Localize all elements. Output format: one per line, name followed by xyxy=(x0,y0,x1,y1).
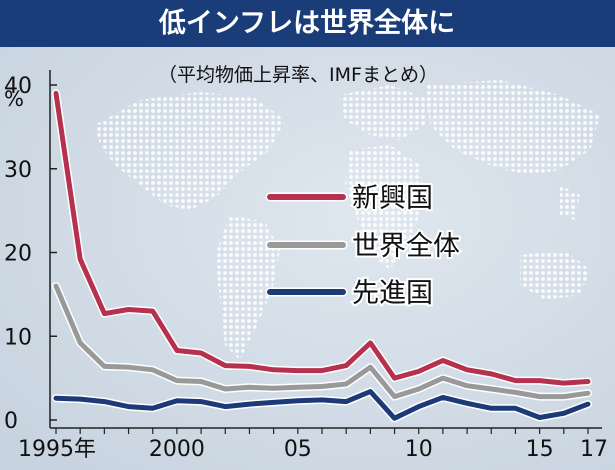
x-tick-label: 10 xyxy=(405,437,433,462)
series-line xyxy=(53,283,591,400)
series-line xyxy=(53,389,591,421)
world-map-decoration xyxy=(95,80,600,360)
legend-label: 先進国 xyxy=(352,278,433,309)
y-unit-label: % xyxy=(4,87,24,111)
x-tick-label: 05 xyxy=(284,437,312,462)
legend-label: 世界全体 xyxy=(352,231,460,262)
chart-subtitle: （平均物価上昇率、IMFまとめ） xyxy=(158,64,438,86)
title-bar xyxy=(0,0,615,47)
series-line xyxy=(53,90,591,386)
y-tick-label: 10 xyxy=(4,325,32,350)
series-lines xyxy=(52,89,592,423)
x-tick-label: 1995年 xyxy=(18,437,96,462)
y-tick-label: 0 xyxy=(4,409,18,434)
y-axis-ticks: 0 10 20 30 40 xyxy=(4,74,57,434)
legend-label: 新興国 xyxy=(352,183,433,214)
x-tick-label: 2000 xyxy=(149,437,205,462)
x-tick-label: 15 xyxy=(526,437,554,462)
x-axis-ticks: 1995年 2000 05 10 15 17 xyxy=(18,428,608,462)
chart-title: 低インフレは世界全体に xyxy=(158,7,455,39)
x-tick-label: 17 xyxy=(580,437,608,462)
y-tick-label: 40 xyxy=(4,74,32,99)
y-tick-label: 30 xyxy=(4,158,32,183)
y-tick-label: 20 xyxy=(4,242,32,267)
